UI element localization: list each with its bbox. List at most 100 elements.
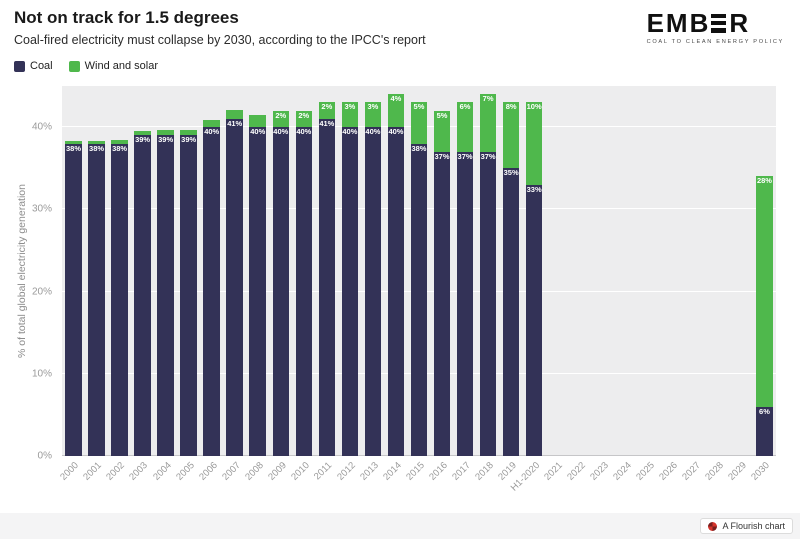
bar-segment-coal: 38% [88, 143, 105, 456]
y-axis: 0% 10% 20% 30% 40% [14, 86, 62, 462]
bar-2006[interactable]: 40% [200, 86, 223, 456]
ember-logo-text-right: R [729, 8, 751, 38]
bar-2023[interactable] [592, 86, 615, 456]
legend-item-coal[interactable]: Coal [14, 60, 53, 72]
bar-2012[interactable]: 40% 3% [338, 86, 361, 456]
bar-segment-wind-and-solar: 8% [502, 102, 520, 169]
bar-value-label: 37% [480, 151, 496, 161]
bar-2011[interactable]: 41% 2% [315, 86, 338, 456]
bar-value-label: 5% [436, 110, 448, 120]
bar-2030[interactable]: 6% 28% [753, 86, 776, 456]
bar-2015[interactable]: 38% 5% [407, 86, 430, 456]
ember-logo-text-left: EMB [646, 8, 711, 38]
bar-segment-coal: 40% [203, 127, 220, 456]
bar-2003[interactable]: 39% [131, 86, 154, 456]
bar-value-label: 40% [250, 127, 266, 137]
bar-2005[interactable]: 39% [177, 86, 200, 456]
bar-2016[interactable]: 37% 5% [431, 86, 454, 456]
bar-segment-wind-and-solar: 5% [410, 102, 428, 144]
bar-value-label: 41% [319, 118, 335, 128]
bar-value-label: 39% [158, 135, 174, 145]
bar-segment-wind-and-solar: 2% [272, 110, 290, 128]
y-tick-label-30: 30% [31, 203, 52, 215]
bar-segment-coal: 39% [134, 135, 151, 456]
bar-segment-coal: 37% [433, 151, 451, 456]
bar-2000[interactable]: 38% [62, 86, 85, 456]
bar-2026[interactable] [661, 86, 684, 456]
bar-2018[interactable]: 37% 7% [477, 86, 500, 456]
bar-value-label: 39% [181, 135, 197, 145]
bar-segment-wind-and-solar [111, 140, 128, 144]
bar-segment-coal: 40% [387, 127, 405, 456]
flourish-credit-badge[interactable]: A Flourish chart [700, 518, 793, 534]
bar-value-label: 39% [135, 135, 151, 145]
bar-segment-wind-and-solar: 10% [525, 102, 543, 185]
bar-2027[interactable] [684, 86, 707, 456]
chart-header: Not on track for 1.5 degrees Coal-fired … [14, 8, 426, 47]
bar-segment-wind-and-solar: 2% [318, 102, 336, 119]
bar-segment-wind-and-solar [226, 109, 244, 119]
bar-segment-coal: 35% [502, 168, 520, 456]
bar-segment-wind-and-solar [203, 119, 220, 128]
bar-segment-wind-and-solar: 2% [295, 110, 313, 128]
legend-item-wind-and-solar[interactable]: Wind and solar [68, 60, 158, 72]
bar-2025[interactable] [638, 86, 661, 456]
bar-2004[interactable]: 39% [154, 86, 177, 456]
bar-2028[interactable] [707, 86, 730, 456]
bar-segment-wind-and-solar [157, 130, 174, 136]
bar-value-label: 3% [344, 102, 356, 112]
bar-segment-wind-and-solar [65, 141, 82, 144]
bar-segment-coal: 40% [341, 127, 359, 456]
bar-value-label: 8% [505, 102, 517, 112]
bar-segment-coal: 39% [157, 135, 174, 456]
bar-value-label: 37% [434, 151, 450, 161]
bar-value-label: 38% [66, 143, 82, 153]
bar-value-label: 41% [227, 118, 243, 128]
bar-2017[interactable]: 37% 6% [454, 86, 477, 456]
ember-logo-tagline: COAL TO CLEAN ENERGY POLICY [646, 39, 784, 45]
bar-2019[interactable]: 35% 8% [500, 86, 523, 456]
bar-segment-wind-and-solar: 28% [756, 176, 773, 407]
bar-value-label: 38% [89, 143, 105, 153]
bar-2002[interactable]: 38% [108, 86, 131, 456]
footer-band: A Flourish chart [0, 513, 800, 539]
chart-title: Not on track for 1.5 degrees [14, 8, 239, 27]
bar-segment-coal: 37% [479, 151, 497, 456]
bar-value-label: 4% [390, 94, 402, 104]
bar-2021[interactable] [546, 86, 569, 456]
bar-2009[interactable]: 40% 2% [269, 86, 292, 456]
bar-segment-coal: 38% [410, 143, 428, 456]
legend-label: Coal [30, 60, 53, 72]
bar-2007[interactable]: 41% [223, 86, 246, 456]
bar-segment-coal: 41% [318, 118, 336, 456]
bar-2013[interactable]: 40% 3% [361, 86, 384, 456]
bar-2008[interactable]: 40% [246, 86, 269, 456]
bar-value-label: 2% [321, 102, 333, 112]
ember-logo-stylized-e-icon [711, 13, 727, 33]
bar-value-label: 6% [759, 406, 770, 416]
y-tick-label-20: 20% [31, 286, 52, 298]
bar-value-label: 38% [112, 143, 128, 153]
bar-2024[interactable] [615, 86, 638, 456]
legend-swatch-icon [14, 60, 25, 72]
legend: Coal Wind and solar [14, 60, 158, 72]
plot-area: 38% 38% 38% 39% 39% 39% 40% 41% 40% 40% 2% 40% 2% 41%… [62, 86, 776, 456]
bar-2029[interactable] [730, 86, 753, 456]
bar-segment-wind-and-solar: 5% [433, 110, 451, 152]
y-tick-label-40: 40% [31, 121, 52, 133]
bar-segment-coal: 38% [65, 143, 82, 456]
bar-segment-coal: 40% [272, 127, 290, 456]
bar-value-label: 40% [342, 127, 358, 137]
bar-segment-wind-and-solar: 7% [479, 94, 497, 152]
bar-value-label: 5% [413, 102, 425, 112]
bar-value-label: 2% [275, 110, 287, 120]
bar-H1-2020[interactable]: 33% 10% [523, 86, 546, 456]
bar-2014[interactable]: 40% 4% [384, 86, 407, 456]
bar-segment-coal: 39% [180, 135, 197, 456]
bar-2010[interactable]: 40% 2% [292, 86, 315, 456]
bar-2022[interactable] [569, 86, 592, 456]
bar-value-label: 40% [365, 127, 381, 137]
bar-2001[interactable]: 38% [85, 86, 108, 456]
chart-area: % of total global electricity generation… [14, 86, 786, 494]
bar-value-label: 40% [204, 127, 220, 137]
